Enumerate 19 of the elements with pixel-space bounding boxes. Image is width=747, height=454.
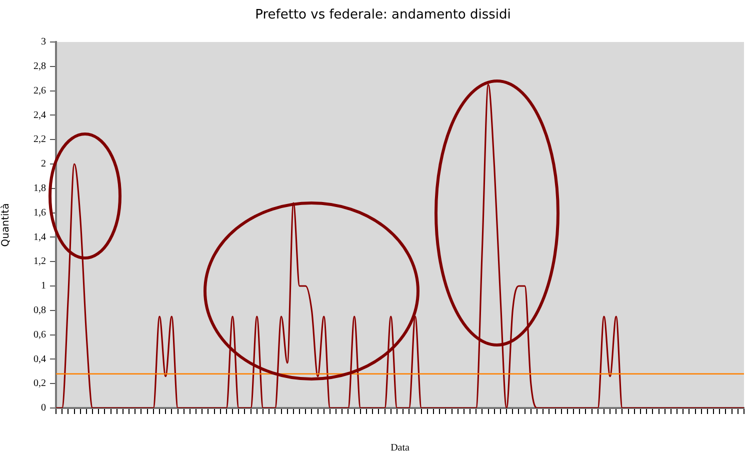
- y-tick-label: 0,6: [34, 329, 46, 340]
- y-tick-label: 1,8: [34, 183, 46, 194]
- y-tick-label: 2,8: [34, 61, 46, 72]
- y-tick-label: 1: [41, 280, 46, 292]
- y-tick-label: 2,4: [34, 110, 46, 121]
- y-tick-label: 0,2: [34, 378, 46, 390]
- y-tick-label: 2,6: [34, 85, 46, 96]
- y-axis-title: Quantità: [0, 203, 12, 247]
- y-tick-label: 1,6: [34, 207, 46, 218]
- chart-title: Prefetto vs federale: andamento dissidi: [255, 7, 511, 22]
- y-tick-label: 0,4: [34, 354, 46, 365]
- y-tick-label: 2: [41, 158, 46, 170]
- y-tick-label: 1,4: [34, 232, 46, 243]
- y-tick-label: 0: [41, 402, 46, 414]
- y-tick-label: 2,2: [34, 134, 46, 146]
- y-tick-label: 0,8: [34, 305, 46, 316]
- y-tick-label: 3: [41, 36, 46, 48]
- x-axis-title: Data: [390, 442, 410, 454]
- y-tick-label: 1,2: [34, 256, 46, 268]
